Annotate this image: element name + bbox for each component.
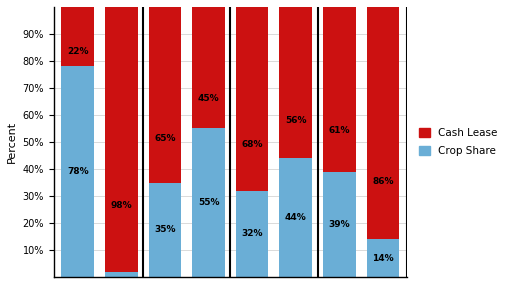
Bar [61, 7, 94, 66]
Bar [236, 191, 269, 277]
Text: 65%: 65% [154, 134, 176, 143]
Text: 78%: 78% [67, 167, 88, 176]
Text: 32%: 32% [241, 229, 263, 238]
Bar [367, 239, 399, 277]
Text: 22%: 22% [67, 47, 88, 56]
Bar [323, 172, 356, 277]
Bar [192, 128, 225, 277]
Bar [323, 7, 356, 172]
Text: 45%: 45% [197, 94, 219, 103]
Text: 44%: 44% [285, 213, 307, 222]
Text: 61%: 61% [329, 126, 350, 135]
Bar [192, 7, 225, 128]
Legend: Cash Lease, Crop Share: Cash Lease, Crop Share [419, 128, 497, 156]
Text: 14%: 14% [372, 254, 394, 263]
Bar [105, 7, 138, 272]
Bar [236, 7, 269, 191]
Bar [279, 158, 312, 277]
Bar [105, 272, 138, 277]
Bar [367, 7, 399, 239]
Text: 56%: 56% [285, 116, 307, 125]
Bar [61, 66, 94, 277]
Text: 68%: 68% [241, 140, 263, 149]
Y-axis label: Percent: Percent [7, 121, 17, 163]
Bar [148, 7, 181, 183]
Bar [279, 7, 312, 158]
Text: 35%: 35% [154, 225, 176, 234]
Text: 55%: 55% [198, 198, 219, 207]
Text: 98%: 98% [111, 201, 132, 210]
Text: 39%: 39% [328, 220, 350, 229]
Bar [148, 183, 181, 277]
Text: 86%: 86% [372, 177, 394, 186]
